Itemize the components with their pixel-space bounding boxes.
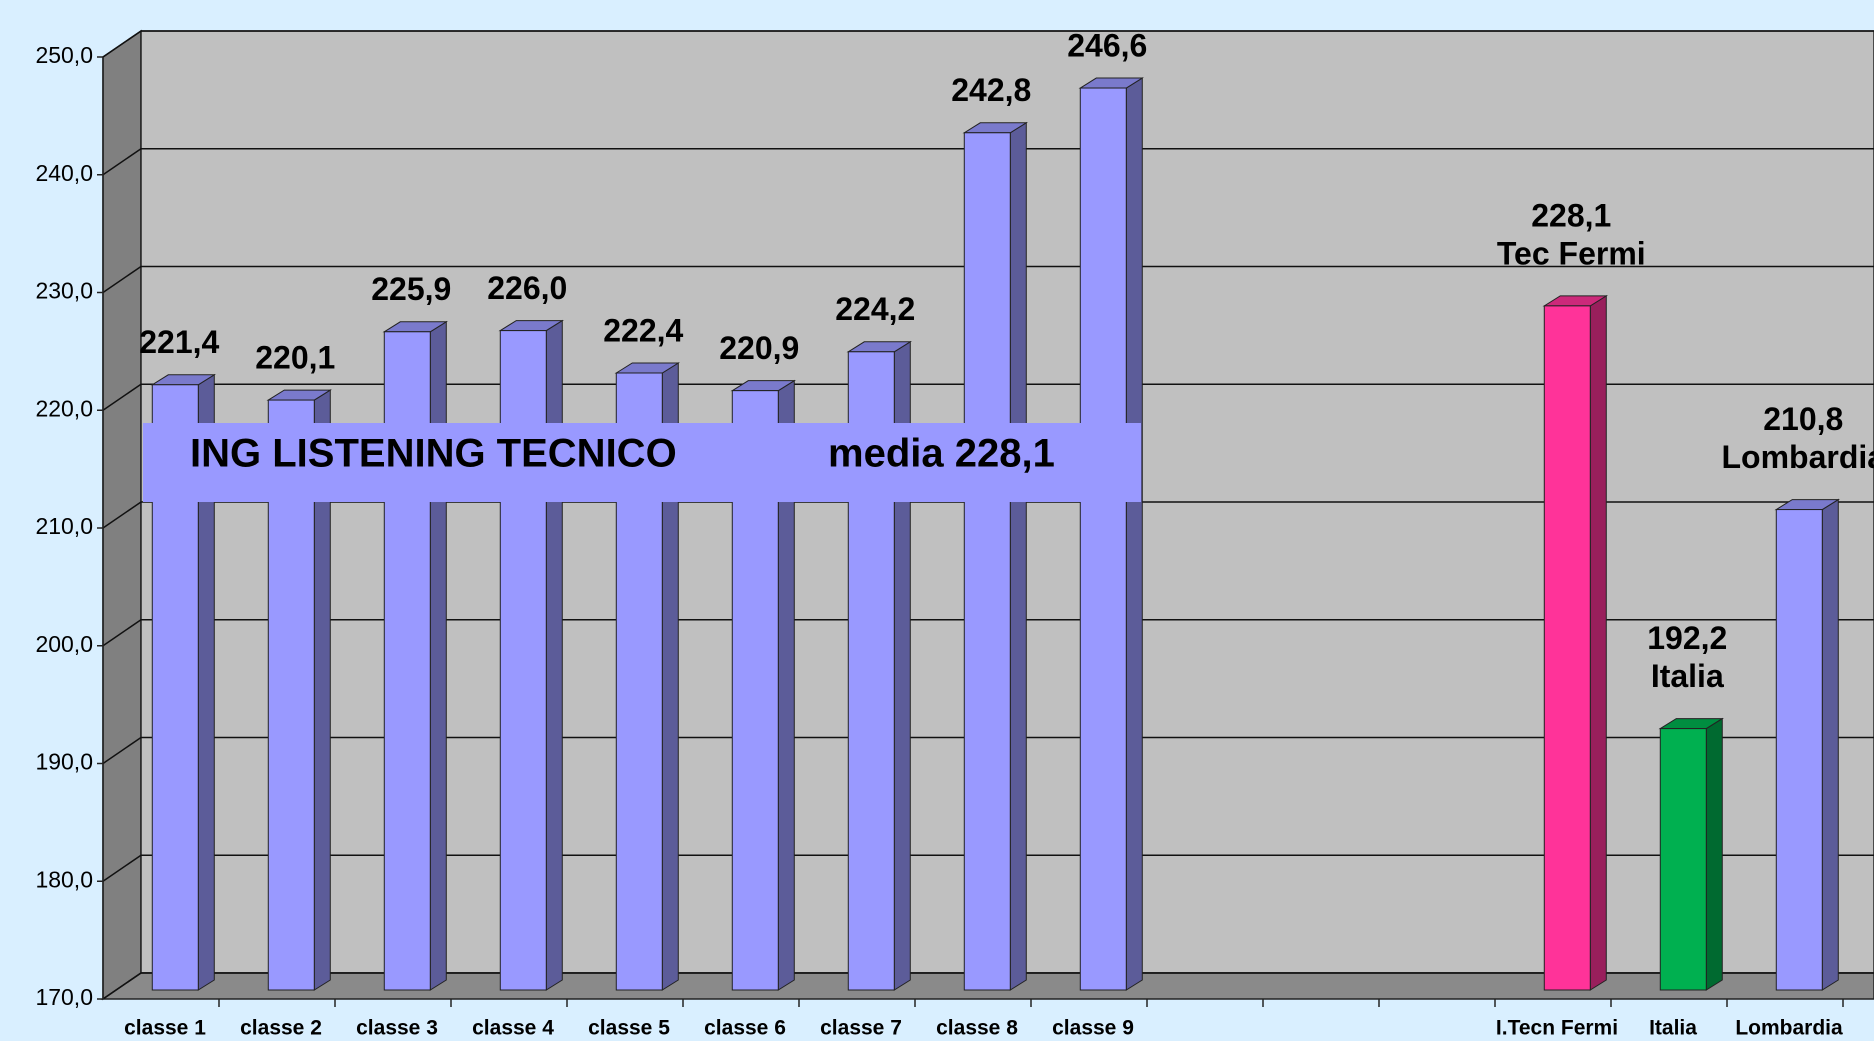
annotation-box [143,423,1141,502]
bar-side [429,320,447,991]
bar-front [1543,305,1591,991]
value-label: 224,2 [835,291,915,327]
bar [962,121,1029,991]
x-tick-label: classe 1 [124,1017,206,1040]
bar-side [1125,77,1143,991]
y-tick-label: 190,0 [35,749,93,775]
x-tick-label: Lombardia [1735,1017,1843,1040]
grid-line [102,148,142,176]
grid-line [102,265,142,294]
value-label: 220,9 [719,330,799,366]
x-tick-label: Italia [1649,1017,1697,1040]
value-label: 210,8 [1763,401,1843,437]
bar [1542,294,1609,991]
annotation: media 228,1 [828,432,1055,476]
y-tick-label: 200,0 [35,631,93,657]
value-label: 221,4 [139,324,219,360]
x-tick-label: classe 6 [704,1017,786,1040]
bar [498,319,565,991]
grid-line [102,30,142,58]
value-label: 222,4 [603,312,683,348]
x-tick-label: classe 2 [240,1017,322,1040]
value-annotation: Tec Fermi [1497,235,1646,271]
y-tick-label: 240,0 [35,160,93,186]
value-label: 228,1 [1531,197,1611,233]
grid-line [102,383,142,411]
value-label: 226,0 [487,270,567,306]
grid-line [102,854,142,882]
value-label: 192,2 [1647,620,1727,656]
value-label: 246,6 [1067,27,1147,63]
bar-front [963,132,1011,991]
y-tick-label: 210,0 [35,513,93,539]
y-tick-label: 170,0 [35,984,93,1010]
x-tick-label: classe 8 [936,1017,1018,1040]
y-tick-label: 230,0 [35,278,93,304]
grid-line [102,972,142,1000]
bar-front [1775,509,1823,991]
value-label: 220,1 [255,340,335,376]
bar-front [1079,87,1127,991]
x-tick-label: classe 7 [820,1017,902,1040]
x-tick-label: I.Tecn Fermi [1496,1017,1618,1040]
value-label: 242,8 [951,72,1031,108]
bar-front [1659,728,1707,991]
x-tick-label: classe 4 [472,1017,554,1040]
bar [1774,498,1841,991]
bar-side [545,319,563,991]
bar-side [1009,121,1027,991]
x-tick-label: classe 3 [356,1017,438,1040]
bar [1078,77,1145,991]
bar [1658,717,1725,991]
grid-line [102,501,142,529]
value-label: 225,9 [371,271,451,307]
y-tick-label: 220,0 [35,395,93,421]
bar-side [1589,294,1607,991]
annotation: ING LISTENING TECNICO [190,432,677,476]
y-tick-label: 250,0 [35,42,93,68]
bar-side [1821,498,1839,991]
value-annotation: Italia [1651,658,1724,694]
y-tick-label: 180,0 [35,866,93,892]
x-tick-label: classe 9 [1052,1017,1134,1040]
grid-line [102,619,142,647]
x-tick-label: classe 5 [588,1017,670,1040]
bar [382,320,449,991]
grid-line [102,736,142,765]
bar-side [1705,717,1723,991]
value-annotation: Lombardia [1721,439,1874,475]
